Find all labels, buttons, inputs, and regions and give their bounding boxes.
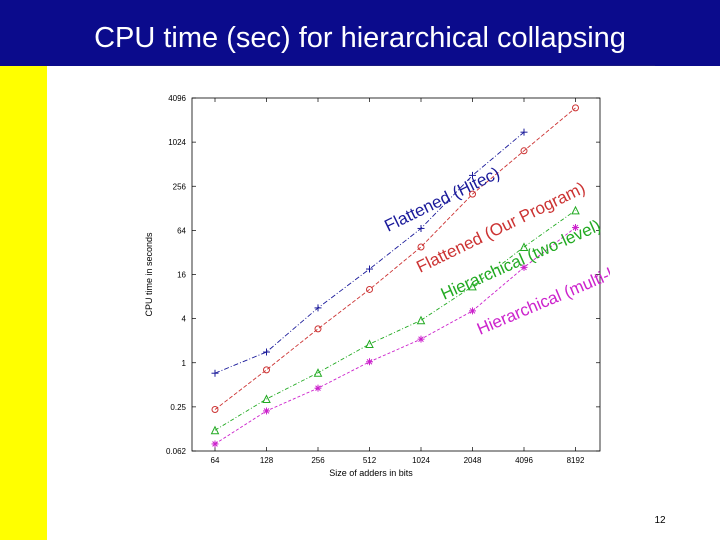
data-point-plus: [314, 304, 322, 312]
series-line: [214, 107, 576, 410]
data-point-plus: [417, 224, 425, 232]
y-tick-label: 256: [173, 182, 187, 191]
page-number: 12: [654, 515, 666, 526]
data-point-plus: [520, 128, 528, 136]
data-point-triangle: [313, 368, 323, 377]
yellow-sidebar: [0, 66, 47, 540]
data-point-circle: [366, 285, 373, 293]
axes: 0.062 0.25 1 4 16 64 256 1024 4096 64 128 256 512 102…: [144, 94, 601, 478]
data-point-circle: [263, 366, 270, 374]
plot-frame: [191, 97, 601, 452]
data-point-star: [417, 335, 425, 343]
data-point-triangle: [519, 242, 529, 251]
x-tick-label: 1024: [412, 456, 430, 465]
x-tick-label: 256: [311, 456, 325, 465]
data-point-star: [366, 358, 373, 366]
data-point-triangle: [571, 205, 580, 215]
x-axis-label: Size of adders in bits: [329, 468, 413, 478]
y-tick-label: 64: [177, 226, 186, 235]
x-tick-label: 512: [363, 456, 377, 465]
data-point-plus: [366, 265, 373, 273]
data-point-star: [211, 440, 219, 448]
x-tick-label: 128: [260, 456, 274, 465]
y-axis-label: CPU time in seconds: [144, 232, 154, 317]
data-point-triangle: [210, 425, 220, 435]
data-point-plus: [211, 369, 219, 377]
y-tick-label: 1: [182, 359, 187, 368]
series-line: [214, 227, 576, 445]
data-point-star: [520, 263, 528, 271]
data-point-circle: [314, 325, 322, 333]
x-tick-label: 8192: [567, 456, 585, 465]
cpu-time-chart: 0.062 0.25 1 4 16 64 256 1024 4096 64 128 256 512 102…: [144, 94, 610, 478]
data-point-star: [572, 224, 579, 232]
data-point-triangle: [416, 315, 426, 325]
slide-header: [0, 0, 720, 66]
series-lines: [210, 104, 580, 448]
slide-title: CPU time (sec) for hierarchical collapsi…: [94, 22, 626, 54]
x-tick-label: 2048: [464, 456, 482, 465]
data-point-star: [314, 384, 322, 392]
y-tick-label: 4: [182, 315, 187, 324]
x-tick-label: 4096: [515, 456, 533, 465]
y-tick-label: 0.062: [166, 447, 187, 456]
y-tick-label: 1024: [168, 138, 186, 147]
y-tick-label: 16: [177, 271, 186, 280]
data-point-circle: [211, 406, 219, 414]
data-point-circle: [572, 104, 579, 112]
data-point-plus: [263, 348, 270, 356]
data-point-star: [263, 407, 270, 415]
series-line: [214, 209, 576, 431]
x-tick-label: 64: [211, 456, 220, 465]
data-point-triangle: [468, 281, 477, 291]
data-point-triangle: [262, 394, 271, 404]
header-rule: [120, 65, 655, 66]
data-point-circle: [417, 243, 425, 251]
data-point-plus: [469, 171, 476, 179]
data-point-circle: [469, 190, 476, 198]
data-point-circle: [520, 147, 528, 155]
data-point-star: [469, 307, 476, 315]
series-line: [214, 131, 525, 374]
data-point-triangle: [365, 339, 374, 349]
y-tick-label: 0.25: [170, 403, 186, 412]
y-tick-label: 4096: [168, 94, 186, 103]
